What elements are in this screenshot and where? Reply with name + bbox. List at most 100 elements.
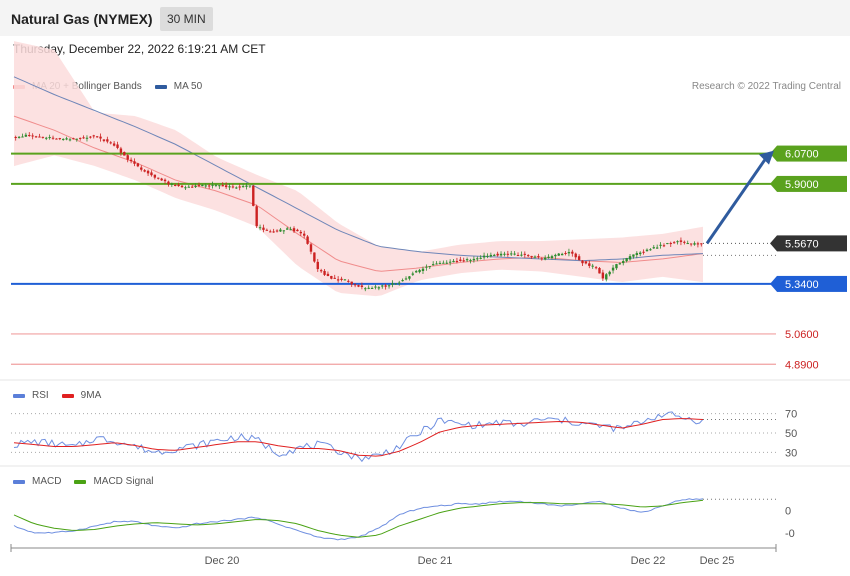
candle-body (435, 263, 438, 265)
candle-body (700, 243, 703, 245)
level-label: 5.5670 (785, 238, 819, 250)
candle-body (635, 253, 639, 256)
candle-body (459, 259, 462, 262)
candle-body (486, 255, 489, 257)
candle-body (414, 271, 418, 273)
candle-body (398, 282, 401, 284)
macd-tick-label: 0 (785, 505, 791, 517)
candle-body (258, 227, 262, 229)
rsi-legend-swatch (13, 393, 25, 398)
candle-body (639, 252, 642, 255)
candle-body (469, 259, 472, 261)
candle-body (326, 273, 330, 277)
candle-body (45, 137, 48, 139)
candle-body (72, 138, 75, 140)
candle-body (381, 285, 384, 287)
candle-body (21, 136, 24, 138)
level-label: 5.3400 (785, 279, 819, 291)
candle-body (282, 230, 286, 232)
candle-body (540, 258, 543, 260)
macd-signal-legend-label: MACD Signal (93, 476, 154, 487)
macd-signal-line (13, 499, 704, 538)
candle-body (58, 138, 62, 140)
candle-body (167, 181, 170, 185)
candle-body (676, 241, 679, 243)
candle-body (431, 264, 435, 266)
candle-body (252, 185, 255, 206)
candle-body (309, 244, 313, 252)
candle-body (85, 137, 89, 139)
research-credit: Research © 2022 Trading Central (691, 81, 841, 92)
candle-body (190, 186, 194, 188)
candle-body (112, 143, 116, 146)
candle-body (645, 249, 649, 252)
candle-body (194, 185, 197, 188)
candle-body (211, 184, 214, 186)
candle-body (82, 137, 85, 139)
candle-body (330, 275, 333, 279)
candle-body (48, 137, 51, 139)
rsi-line (13, 411, 704, 463)
candle-body (323, 270, 326, 275)
candle-body (574, 253, 577, 258)
candle-body (632, 254, 635, 257)
timeframe-badge[interactable]: 30 MIN (160, 7, 213, 31)
level-tag (777, 235, 847, 252)
candle-body (554, 254, 557, 257)
candle-body (146, 170, 150, 174)
candle-body (221, 185, 224, 187)
rsi-legend: RSI 9MA (13, 390, 101, 401)
candle-body (628, 256, 632, 260)
candle-body (262, 227, 265, 230)
candle-body (581, 260, 584, 264)
candles (14, 132, 703, 292)
candle-body (503, 253, 506, 255)
candle-body (666, 243, 669, 245)
candle-body (394, 283, 398, 285)
candle-body (577, 256, 581, 260)
candle-body (367, 287, 370, 289)
level-tag (777, 175, 847, 192)
candle-body (238, 186, 241, 188)
candle-body (245, 185, 248, 187)
candle-body (588, 263, 591, 266)
candle-body (89, 136, 92, 138)
candle-body (652, 247, 655, 249)
candle-body (472, 258, 476, 261)
chart-header: Natural Gas (NYMEX) 30 MIN (0, 0, 850, 36)
candle-body (41, 136, 45, 138)
candle-body (672, 242, 676, 244)
candle-body (693, 243, 696, 245)
candle-body (611, 267, 615, 271)
candle-body (408, 276, 411, 279)
candle-body (129, 159, 133, 162)
candle-body (197, 184, 201, 186)
candle-body (95, 136, 99, 138)
candle-body (126, 155, 129, 160)
bollinger-band (14, 41, 703, 297)
candle-body (269, 231, 272, 233)
candle-body (418, 269, 421, 273)
candle-body (370, 287, 374, 289)
candle-body (669, 243, 672, 245)
candle-body (38, 136, 41, 138)
candle-body (425, 266, 428, 268)
candle-body (523, 253, 527, 255)
candle-body (78, 137, 82, 139)
macd-tick-label: -0 (785, 528, 795, 540)
candle-body (527, 255, 530, 257)
candle-body (479, 257, 482, 259)
candle-body (530, 255, 533, 257)
level-tag-pointer (770, 175, 777, 192)
ma20-legend-label: MA 20 + Bollinger Bands (32, 81, 142, 92)
candle-body (65, 138, 68, 140)
candle-body (543, 257, 547, 260)
x-tick-label: Dec 22 (631, 555, 666, 567)
candle-body (384, 285, 387, 287)
candle-body (62, 138, 65, 140)
candle-body (438, 262, 442, 264)
rsi-tick-label: 70 (785, 409, 797, 421)
candle-body (571, 251, 574, 254)
level-label: 5.9000 (785, 179, 819, 191)
